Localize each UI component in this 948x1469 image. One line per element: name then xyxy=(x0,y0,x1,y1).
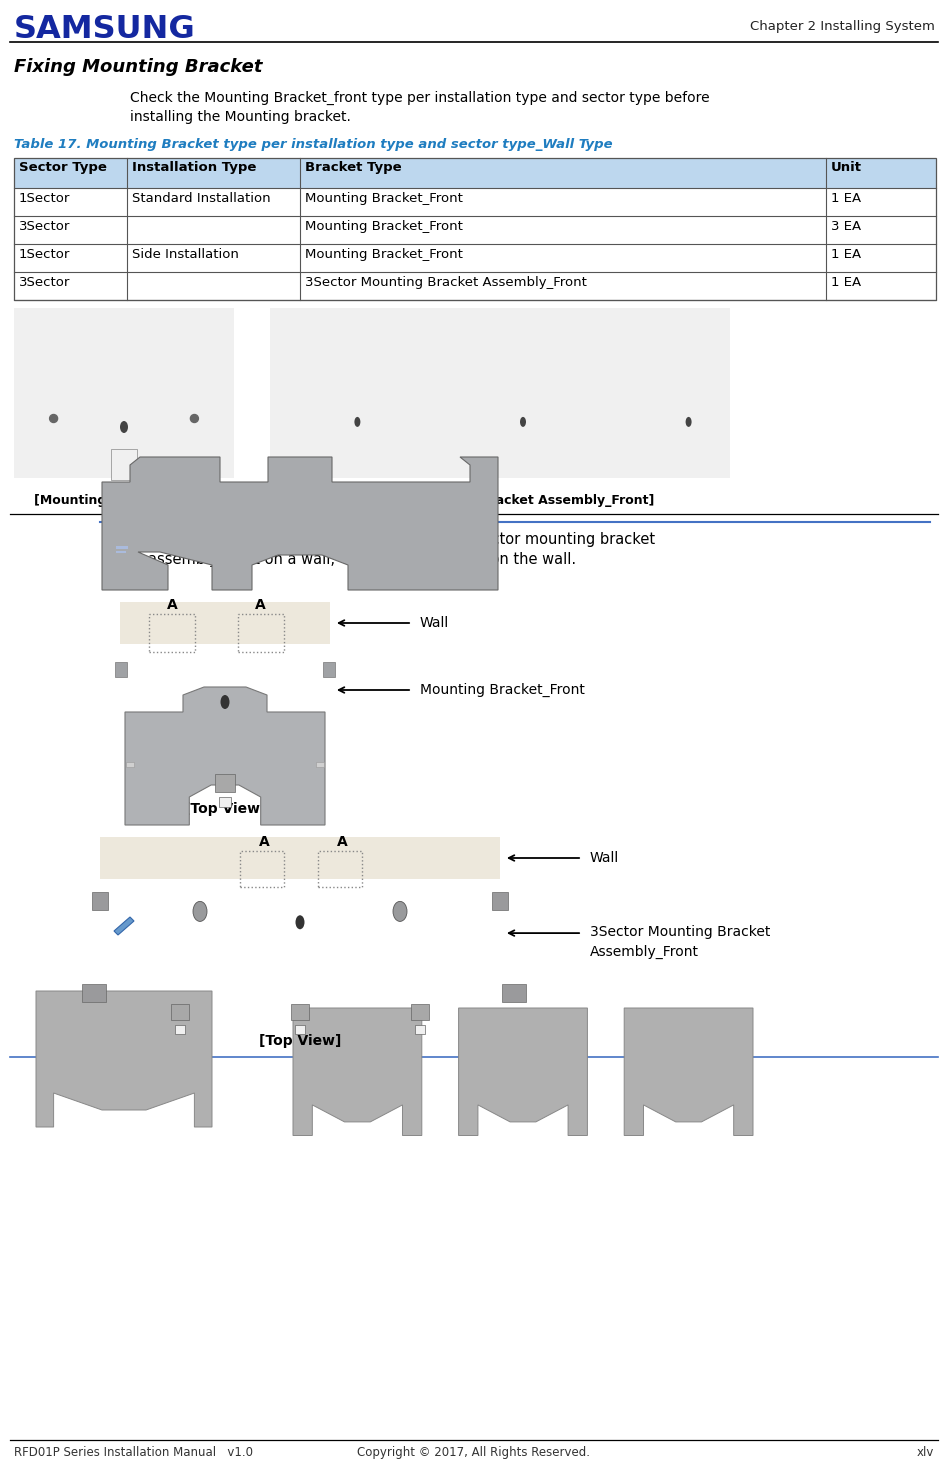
Ellipse shape xyxy=(520,417,526,427)
Text: SAMSUNG: SAMSUNG xyxy=(14,15,195,46)
Bar xyxy=(82,984,106,1002)
Bar xyxy=(318,851,362,887)
Ellipse shape xyxy=(193,902,207,921)
Polygon shape xyxy=(459,1008,588,1136)
Bar xyxy=(14,308,234,477)
Bar xyxy=(14,159,936,188)
Polygon shape xyxy=(102,457,498,591)
Text: 3Sector: 3Sector xyxy=(19,220,70,234)
Text: [Top View]: [Top View] xyxy=(259,1034,341,1047)
Text: 3Sector: 3Sector xyxy=(19,276,70,289)
Text: A: A xyxy=(259,834,269,849)
Bar xyxy=(502,984,526,1002)
Polygon shape xyxy=(36,992,212,1127)
Bar xyxy=(411,1003,429,1019)
Text: A: A xyxy=(167,598,178,613)
Text: RFD01P Series Installation Manual   v1.0: RFD01P Series Installation Manual v1.0 xyxy=(14,1445,253,1459)
Bar xyxy=(323,663,335,677)
Ellipse shape xyxy=(393,902,407,921)
Text: [Top View]: [Top View] xyxy=(184,802,266,815)
Text: Side Installation: Side Installation xyxy=(132,248,239,261)
Text: 3 EA: 3 EA xyxy=(831,220,861,234)
Bar xyxy=(116,551,126,552)
Bar xyxy=(240,851,284,887)
Bar xyxy=(415,1025,425,1034)
Text: Standard Installation: Standard Installation xyxy=(132,192,270,206)
Bar xyxy=(111,450,137,480)
Bar xyxy=(150,614,195,652)
Text: assembly_front on a wall, ‘A’ side should stick on the wall.: assembly_front on a wall, ‘A’ side shoul… xyxy=(148,552,576,569)
Ellipse shape xyxy=(120,422,128,433)
Text: [3Sector Mounting Bracket Assembly_Front]: [3Sector Mounting Bracket Assembly_Front… xyxy=(345,494,655,507)
Text: When fixing the mounting bracket_front or 3sector mounting bracket: When fixing the mounting bracket_front o… xyxy=(148,532,655,548)
Polygon shape xyxy=(114,917,134,934)
Ellipse shape xyxy=(221,695,229,710)
Bar xyxy=(171,1003,189,1019)
Text: 1 EA: 1 EA xyxy=(831,248,861,261)
Bar xyxy=(238,614,283,652)
Text: Fixing Mounting Bracket: Fixing Mounting Bracket xyxy=(14,57,263,76)
Text: Chapter 2 Installing System: Chapter 2 Installing System xyxy=(750,21,935,32)
Bar xyxy=(126,762,134,767)
Text: Mounting Bracket_Front: Mounting Bracket_Front xyxy=(305,220,463,234)
Bar xyxy=(492,892,508,909)
Polygon shape xyxy=(293,1008,422,1136)
Circle shape xyxy=(191,414,198,423)
Text: Wall: Wall xyxy=(420,616,449,630)
Polygon shape xyxy=(624,1008,753,1136)
Text: A: A xyxy=(337,834,347,849)
Bar xyxy=(120,602,330,643)
Text: Wall: Wall xyxy=(590,851,619,865)
Text: installing the Mounting bracket.: installing the Mounting bracket. xyxy=(130,110,351,123)
Text: 1Sector: 1Sector xyxy=(19,248,70,261)
Bar xyxy=(291,1003,309,1019)
Text: xlv: xlv xyxy=(917,1445,934,1459)
Text: Installation Type: Installation Type xyxy=(132,162,256,173)
Text: Sector Type: Sector Type xyxy=(19,162,107,173)
Text: 3Sector Mounting Bracket Assembly_Front: 3Sector Mounting Bracket Assembly_Front xyxy=(305,276,587,289)
Text: Assembly_Front: Assembly_Front xyxy=(590,945,699,959)
Text: Unit: Unit xyxy=(831,162,862,173)
Text: [Mounting Bracket_Front]: [Mounting Bracket_Front] xyxy=(34,494,214,507)
Bar xyxy=(215,774,235,792)
Bar xyxy=(219,798,231,806)
Text: Mounting Bracket_Front: Mounting Bracket_Front xyxy=(305,248,463,261)
Ellipse shape xyxy=(355,417,360,427)
Bar xyxy=(100,837,500,878)
Polygon shape xyxy=(125,687,325,826)
Circle shape xyxy=(49,414,58,423)
Text: 1 EA: 1 EA xyxy=(831,192,861,206)
Text: Check the Mounting Bracket_front type per installation type and sector type befo: Check the Mounting Bracket_front type pe… xyxy=(130,91,710,106)
Bar xyxy=(175,1025,185,1034)
Text: 1 EA: 1 EA xyxy=(831,276,861,289)
Bar xyxy=(14,159,936,300)
Text: Mounting Bracket_Front: Mounting Bracket_Front xyxy=(420,683,585,698)
Bar xyxy=(116,546,128,549)
Bar xyxy=(316,762,324,767)
Text: Table 17. Mounting Bracket type per installation type and sector type_Wall Type: Table 17. Mounting Bracket type per inst… xyxy=(14,138,612,151)
Bar xyxy=(92,892,108,909)
Text: Mounting Bracket_Front: Mounting Bracket_Front xyxy=(305,192,463,206)
Bar xyxy=(115,663,127,677)
Text: Bracket Type: Bracket Type xyxy=(305,162,402,173)
Text: A: A xyxy=(255,598,266,613)
Bar xyxy=(295,1025,305,1034)
Text: 1Sector: 1Sector xyxy=(19,192,70,206)
Ellipse shape xyxy=(685,417,692,427)
Text: Copyright © 2017, All Rights Reserved.: Copyright © 2017, All Rights Reserved. xyxy=(357,1445,591,1459)
Bar xyxy=(270,308,730,477)
Ellipse shape xyxy=(296,915,304,930)
Text: 3Sector Mounting Bracket: 3Sector Mounting Bracket xyxy=(590,925,771,939)
